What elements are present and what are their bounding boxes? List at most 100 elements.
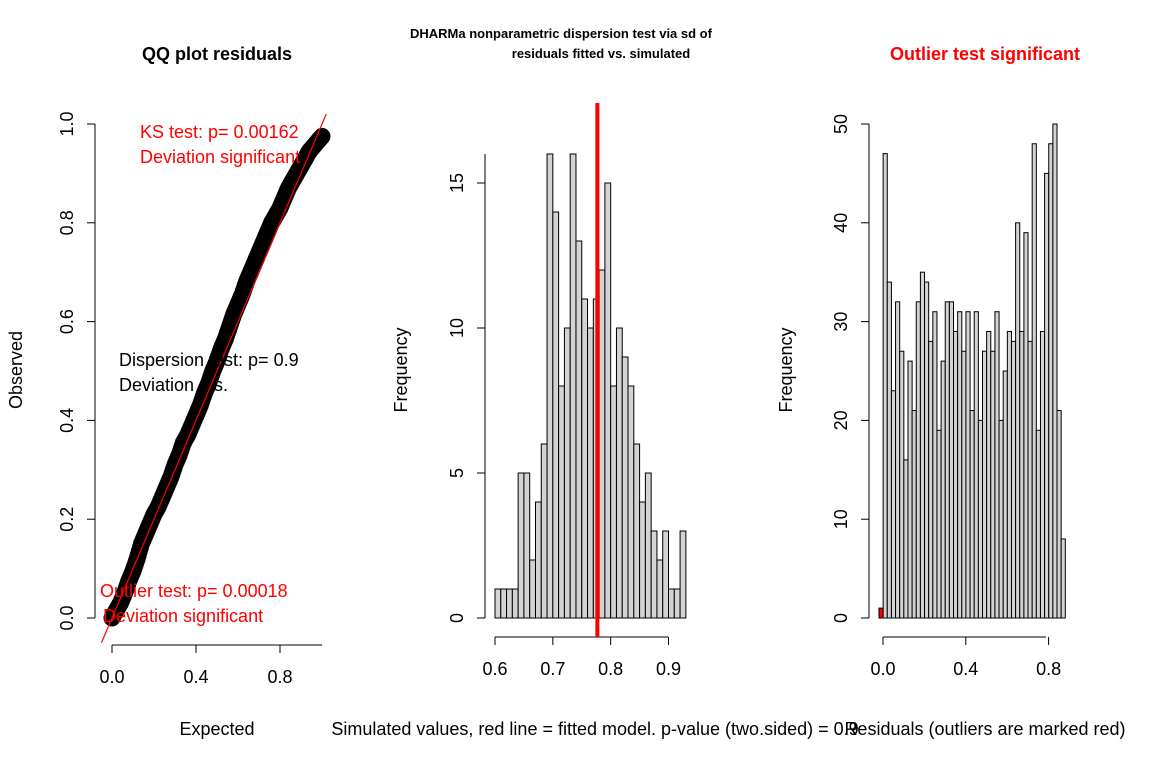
- histogram-bar: [656, 559, 664, 619]
- histogram-bar: [1060, 538, 1066, 619]
- histogram-bar: [982, 350, 988, 619]
- histogram-bar: [673, 588, 681, 619]
- y-tick-label: 30: [831, 312, 851, 332]
- histogram-bar: [534, 501, 542, 619]
- x-tick-label: 0.0: [99, 667, 124, 687]
- outlier-panel-title: Outlier test significant: [890, 44, 1080, 64]
- histogram-bar: [598, 269, 606, 619]
- histogram-bar: [621, 356, 629, 619]
- histogram-bar: [907, 360, 913, 619]
- histogram-bar: [627, 385, 635, 619]
- histogram-bar: [546, 153, 554, 619]
- histogram-bar: [932, 311, 938, 619]
- y-tick-label: 10: [447, 318, 467, 338]
- histogram-bar: [1006, 330, 1012, 619]
- y-tick-label: 0.0: [57, 605, 77, 630]
- residual-y-axis-label: Frequency: [776, 327, 796, 412]
- y-tick-label: 5: [447, 468, 467, 478]
- y-tick-label: 0: [447, 613, 467, 623]
- x-tick-label: 0.8: [598, 659, 623, 679]
- histogram-bar: [679, 530, 687, 619]
- dispersion-x-ticks: 0.6 0.7 0.8 0.9: [482, 637, 681, 679]
- histogram-bar: [903, 459, 909, 619]
- histogram-bar: [940, 360, 946, 619]
- qq-reference-line: [100, 113, 327, 643]
- histogram-bar: [1052, 123, 1058, 619]
- qq-points: [103, 127, 331, 627]
- histogram-bar: [581, 298, 589, 619]
- y-tick-label: 10: [831, 509, 851, 529]
- histogram-bar: [977, 419, 983, 619]
- histogram-bar: [575, 240, 583, 619]
- histogram-bar: [639, 501, 646, 619]
- residual-histogram-panel: Outlier test significant Residuals (outl…: [776, 44, 1126, 739]
- qq-x-ticks: 0.0 0.4 0.8: [99, 645, 293, 687]
- qq-plot-title: QQ plot residuals: [142, 44, 292, 64]
- qq-y-axis-label: Observed: [6, 331, 26, 409]
- histogram-bar: [500, 588, 508, 619]
- histogram-bar: [1031, 143, 1037, 619]
- histogram-bar: [1023, 232, 1029, 619]
- y-tick-label: 0.2: [57, 507, 77, 532]
- histogram-bar: [911, 410, 917, 619]
- histogram-bar: [610, 385, 617, 619]
- histogram-bar: [644, 472, 652, 619]
- y-tick-label: 0: [831, 613, 851, 623]
- histogram-bar: [1027, 340, 1033, 619]
- histogram-bar: [965, 311, 971, 619]
- dispersion-title-line-2: residuals fitted vs. simulated: [512, 46, 691, 61]
- histogram-bar: [506, 588, 513, 619]
- histogram-bar: [529, 559, 536, 619]
- histogram-bar: [540, 443, 548, 619]
- dispersion-title-line-1: DHARMa nonparametric dispersion test via…: [410, 26, 713, 41]
- dispersion-bars: [494, 153, 687, 619]
- histogram-bar: [1056, 410, 1062, 619]
- x-tick-label: 0.9: [656, 659, 681, 679]
- histogram-bar: [961, 350, 967, 619]
- histogram-bar: [650, 530, 658, 619]
- histogram-bar: [558, 385, 565, 619]
- x-tick-label: 0.6: [482, 659, 507, 679]
- dispersion-test-annotation: Dispersion test: p= 0.9: [119, 350, 299, 370]
- y-tick-label: 50: [831, 114, 851, 134]
- histogram-bar: [604, 182, 612, 619]
- dispersion-deviation-annotation: Deviation n.s.: [119, 375, 228, 395]
- ks-test-annotation: KS test: p= 0.00162: [140, 122, 299, 142]
- qq-y-ticks: 0.0 0.2 0.4 0.6 0.8 1.0: [57, 111, 95, 631]
- histogram-bar: [915, 301, 921, 619]
- histogram-bar: [986, 330, 992, 619]
- dispersion-histogram-panel: DHARMa nonparametric dispersion test via…: [331, 26, 858, 739]
- y-tick-label: 0.4: [57, 408, 77, 433]
- x-tick-label: 0.8: [267, 667, 292, 687]
- histogram-bar: [494, 588, 502, 619]
- histogram-bar: [878, 607, 884, 619]
- outlier-deviation-annotation: Deviation significant: [103, 606, 263, 626]
- y-tick-label: 1.0: [57, 111, 77, 136]
- y-tick-label: 15: [447, 173, 467, 193]
- residual-x-ticks: 0.0 0.4 0.8: [870, 637, 1061, 679]
- histogram-bar: [1019, 330, 1025, 619]
- y-tick-label: 0.8: [57, 210, 77, 235]
- x-tick-label: 0.7: [540, 659, 565, 679]
- x-tick-label: 0.4: [183, 667, 208, 687]
- dispersion-y-ticks: 0 5 10 15: [447, 173, 485, 623]
- histogram-bar: [1039, 330, 1046, 619]
- histogram-bar: [563, 327, 571, 619]
- histogram-bar: [924, 281, 930, 619]
- histogram-bar: [1010, 340, 1017, 619]
- ks-deviation-annotation: Deviation significant: [140, 147, 300, 167]
- histogram-bar: [899, 350, 905, 619]
- dispersion-y-axis-label: Frequency: [391, 327, 411, 412]
- y-tick-label: 40: [831, 213, 851, 233]
- y-tick-label: 0.6: [57, 309, 77, 334]
- histogram-bar: [936, 429, 942, 619]
- histogram-bar: [882, 153, 888, 619]
- x-tick-label: 0.4: [953, 659, 978, 679]
- x-tick-label: 0.8: [1036, 659, 1061, 679]
- histogram-bar: [662, 530, 670, 619]
- histogram-bar: [668, 588, 675, 619]
- histogram-bar: [895, 301, 901, 619]
- residual-bars: [878, 123, 1066, 619]
- histogram-bar: [587, 327, 594, 619]
- histogram-bar: [523, 472, 531, 619]
